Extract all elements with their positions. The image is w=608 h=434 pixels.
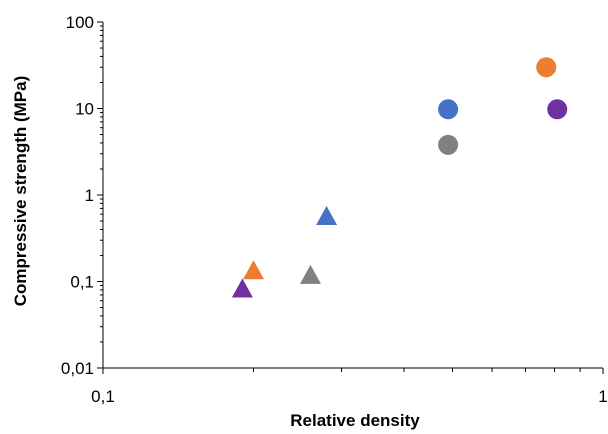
- triangle-marker: [299, 264, 321, 284]
- circle-marker: [547, 99, 568, 120]
- x-tick-label: 0,1: [91, 387, 115, 406]
- y-tick-label: 10: [75, 100, 94, 119]
- circle-marker: [438, 99, 459, 120]
- y-tick-label: 100: [66, 13, 94, 32]
- circle-marker: [536, 57, 557, 78]
- x-axis-title: Relative density: [290, 411, 420, 430]
- data-points: [231, 57, 568, 298]
- ticks: 0,01 0,1 1 10 100 0,1 1: [61, 13, 608, 406]
- x-tick-label: 1: [598, 387, 607, 406]
- circle-marker: [438, 134, 459, 155]
- y-axis-title: Compressive strength (MPa): [11, 76, 30, 307]
- y-tick-label: 0,1: [70, 273, 94, 292]
- triangle-marker: [231, 278, 253, 298]
- y-tick-label: 0,01: [61, 359, 94, 378]
- triangle-marker: [243, 260, 265, 280]
- triangle-marker: [316, 206, 338, 226]
- y-tick-label: 1: [85, 186, 94, 205]
